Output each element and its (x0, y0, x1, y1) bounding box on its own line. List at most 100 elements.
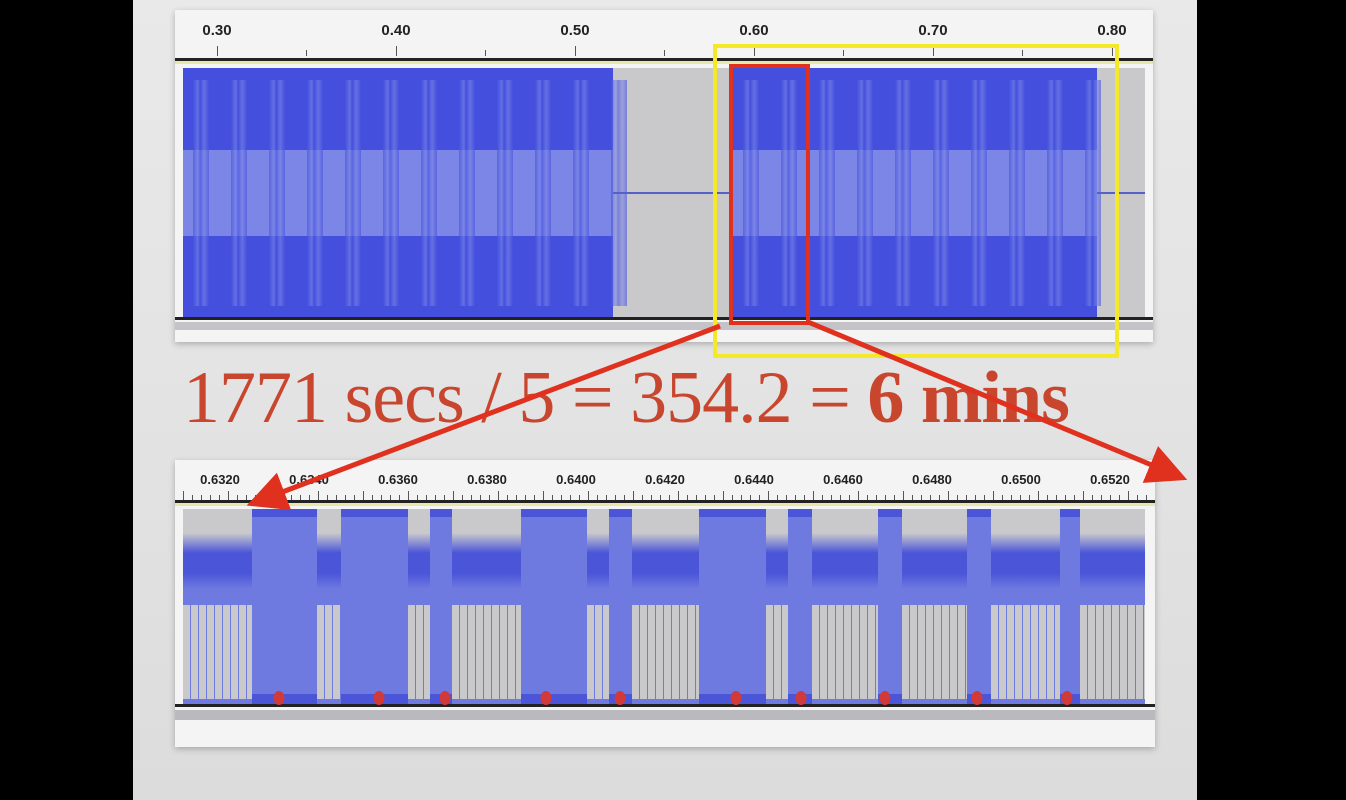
ruler-tick (1146, 495, 1147, 500)
speech-waveform (408, 509, 430, 589)
track-border (175, 58, 1153, 61)
ruler-tick (939, 495, 940, 500)
syllable-marker (879, 691, 891, 705)
speech-envelope (991, 605, 1060, 699)
ruler-tick (993, 491, 994, 500)
ruler-tick (777, 495, 778, 500)
speech-envelope (1080, 605, 1145, 699)
syllable-marker (971, 691, 983, 705)
syllable-marker (1061, 691, 1073, 705)
speech-envelope (766, 605, 788, 699)
waveform-peak (497, 80, 513, 306)
ruler-tick (217, 46, 218, 56)
ruler-tick (957, 495, 958, 500)
ruler-tick (1092, 495, 1093, 500)
ruler-tick (1022, 50, 1023, 56)
ruler-tick (273, 491, 274, 500)
speech-block (587, 509, 609, 704)
ruler-tick (831, 495, 832, 500)
ruler-label: 0.6480 (912, 472, 952, 487)
waveform-segment (183, 68, 627, 318)
speech-block (408, 509, 430, 704)
speech-envelope (632, 605, 699, 699)
track-border (175, 317, 1153, 320)
waveform-peak (1047, 80, 1063, 306)
ruler-tick (1110, 495, 1111, 500)
equation-result: 6 mins (867, 357, 1070, 439)
waveform-peak (971, 80, 987, 306)
waveform-peak (1009, 80, 1025, 306)
speech-block (1080, 509, 1145, 704)
ruler-tick (912, 495, 913, 500)
speech-envelope (902, 605, 967, 699)
syllable-marker (540, 691, 552, 705)
waveform-peak (857, 80, 873, 306)
syllable-marker (439, 691, 451, 705)
ruler-tick (876, 495, 877, 500)
speech-waveform (812, 509, 878, 589)
ruler-tick (228, 491, 229, 500)
waveform-peak (933, 80, 949, 306)
ruler-tick (1074, 495, 1075, 500)
waveform-peak (383, 80, 399, 306)
waveform-peak (193, 80, 209, 306)
ruler-tick (1038, 491, 1039, 500)
speech-waveform (317, 509, 341, 589)
waveform-peak (307, 80, 323, 306)
ruler-tick (408, 491, 409, 500)
ruler-tick (664, 50, 665, 56)
scrollbar[interactable] (175, 710, 1155, 720)
ruler-tick (246, 495, 247, 500)
speech-block (812, 509, 878, 704)
ruler-label: 0.80 (1097, 22, 1127, 39)
waveform-peak (743, 80, 759, 306)
time-ruler: 0.6320 0.6340 0.6360 0.6380 0.6400 0.6420 0.64… (175, 460, 1155, 500)
ruler-tick (795, 495, 796, 500)
center-line (1097, 192, 1145, 194)
ruler-label: 0.6360 (378, 472, 418, 487)
track-border (175, 503, 1155, 506)
center-line (613, 192, 733, 194)
red-selection-box (729, 64, 810, 325)
ruler-tick (804, 495, 805, 500)
ruler-tick (1011, 495, 1012, 500)
ruler-tick (1128, 491, 1129, 500)
waveform-peak (819, 80, 835, 306)
ruler-tick (1137, 495, 1138, 500)
waveform-peak (345, 80, 361, 306)
ruler-tick (975, 495, 976, 500)
waveform-peak (535, 80, 551, 306)
ruler-tick (498, 491, 499, 500)
speech-waveform (452, 509, 521, 589)
waveform-peak (269, 80, 285, 306)
ruler-label: 0.70 (918, 22, 948, 39)
ruler-tick (363, 491, 364, 500)
ruler-tick (633, 491, 634, 500)
waveform-peak (459, 80, 475, 306)
speech-waveform (1080, 509, 1145, 589)
speech-envelope (587, 605, 609, 699)
audio-track-waveform (183, 68, 1145, 318)
ruler-tick (543, 491, 544, 500)
ruler-tick (723, 491, 724, 500)
ruler-tick (754, 46, 755, 56)
ruler-tick (750, 495, 751, 500)
syllable-marker (795, 691, 807, 705)
ruler-tick (237, 495, 238, 500)
ruler-label: 0.6400 (556, 472, 596, 487)
ruler-label: 0.6460 (823, 472, 863, 487)
overview-waveform-panel: 0.30 0.40 0.50 0.60 0.70 0.80 (175, 10, 1153, 342)
zoomed-waveform-panel: 0.6320 0.6340 0.6360 0.6380 0.6400 0.6420 0.64… (175, 460, 1155, 747)
ruler-tick (1083, 491, 1084, 500)
ruler-tick (192, 495, 193, 500)
speech-block (183, 509, 252, 704)
ruler-tick (840, 495, 841, 500)
speech-waveform (991, 509, 1060, 589)
ruler-tick (201, 495, 202, 500)
ruler-tick (930, 495, 931, 500)
ruler-tick (1047, 495, 1048, 500)
ruler-label: 0.6320 (200, 472, 240, 487)
ruler-tick (1112, 46, 1113, 56)
waveform-peak (573, 80, 589, 306)
speech-block (902, 509, 967, 704)
